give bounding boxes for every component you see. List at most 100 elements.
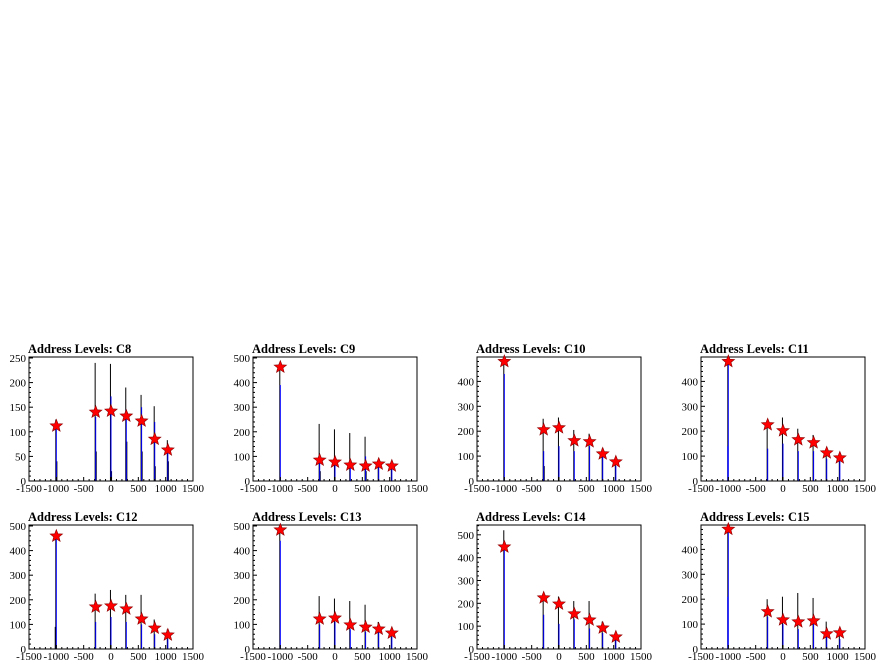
x-tick-label: 500: [130, 651, 147, 663]
x-tick-label: 500: [130, 483, 147, 495]
histogram-panel: Address Levels: C9-1500 -1000 -500 0 500 1000…: [234, 342, 429, 495]
chart-title: Address Levels: C9: [252, 342, 355, 356]
x-tick-label: 500: [354, 483, 371, 495]
y-tick-label: 100: [458, 451, 475, 463]
x-tick-label: -1500: [464, 483, 490, 495]
peak-star-marker: [328, 610, 342, 624]
x-tick-label: -1500: [240, 483, 266, 495]
histogram-panel: Address Levels: C14 -1500 -1000 -500 0 500 100…: [458, 510, 653, 663]
peak-star-marker: [160, 442, 175, 456]
chart-title: Address Levels: C13: [252, 510, 362, 524]
y-tick-label: 300: [234, 570, 251, 582]
x-tick-label: 1000: [827, 483, 850, 495]
peak-star-marker: [595, 620, 610, 634]
peak-star-marker: [776, 423, 790, 437]
x-tick-label: 1000: [603, 483, 626, 495]
peak-star-marker: [49, 528, 64, 543]
peak-star-marker: [497, 354, 512, 368]
y-tick-label: 200: [234, 427, 251, 439]
y-tick-label: 0: [21, 476, 27, 488]
x-tick-label: 0: [780, 651, 786, 663]
peak-star-marker: [567, 606, 582, 620]
peak-star-marker: [760, 604, 775, 618]
x-tick-label: 1000: [155, 483, 178, 495]
y-tick-label: 400: [682, 376, 699, 388]
y-tick-label: 0: [469, 644, 475, 656]
plot-frame: [700, 524, 866, 650]
y-tick-label: 400: [234, 546, 251, 558]
y-tick-label: 500: [10, 521, 27, 533]
plot-frame: [476, 524, 642, 650]
plot-frame: [252, 356, 418, 482]
x-tick-label: -500: [746, 483, 767, 495]
peak-star-marker: [536, 422, 551, 436]
y-tick-label: 100: [10, 619, 27, 631]
peak-star-marker: [608, 454, 623, 468]
peak-star-marker: [147, 431, 162, 446]
peak-star-marker: [160, 627, 175, 641]
y-tick-label: 100: [10, 427, 27, 439]
y-tick-label: 300: [10, 570, 27, 582]
x-tick-label: -1000: [491, 483, 517, 495]
peak-star-marker: [721, 354, 736, 368]
chart-title: Address Levels: C8: [28, 342, 131, 356]
y-tick-label: 300: [234, 402, 251, 414]
y-tick-label: 200: [10, 378, 27, 390]
peak-star-marker: [147, 620, 162, 635]
x-tick-label: 500: [354, 651, 371, 663]
peak-star-marker: [371, 456, 386, 470]
y-tick-label: 400: [10, 546, 27, 558]
peak-star-marker: [819, 445, 834, 459]
peak-star-marker: [497, 539, 512, 553]
plot-frame: [252, 524, 418, 650]
x-tick-label: 1000: [379, 483, 402, 495]
peak-star-marker: [358, 619, 373, 634]
peak-star-marker: [806, 435, 821, 449]
peak-star-marker: [273, 359, 288, 374]
y-tick-label: 50: [15, 451, 27, 463]
peak-star-marker: [582, 434, 597, 448]
y-tick-label: 0: [693, 644, 699, 656]
peak-star-marker: [384, 625, 399, 639]
peak-star-marker: [134, 413, 149, 427]
x-tick-label: -1500: [16, 651, 42, 663]
x-tick-label: 500: [802, 651, 819, 663]
y-tick-label: 200: [682, 426, 699, 438]
y-tick-label: 200: [10, 595, 27, 607]
x-tick-label: -1000: [43, 483, 69, 495]
histogram-panel: Address Levels: C12 -1500 -1000 -500 0 500 100…: [10, 510, 205, 663]
x-tick-label: -500: [74, 651, 95, 663]
x-tick-label: -1500: [240, 651, 266, 663]
y-tick-label: 400: [458, 376, 475, 388]
histogram-panel: Address Levels: C8-1500 -1000 -500 0 500 1000…: [10, 342, 205, 495]
histogram-panel: Address Levels: C10 -1500 -1000 -500 0 500 100…: [458, 342, 653, 495]
peak-star-marker: [119, 408, 134, 422]
histogram-panel: Address Levels: C15 -1500 -1000 -500 0 500 100…: [682, 510, 877, 663]
peak-star-marker: [312, 611, 327, 625]
histogram-panel: Address Levels: C11 -1500 -1000 -500 0 500 100…: [682, 342, 877, 495]
peak-star-marker: [371, 621, 386, 636]
peak-star-marker: [49, 418, 64, 432]
x-tick-label: 1500: [406, 651, 429, 663]
x-tick-label: -1500: [688, 651, 714, 663]
x-tick-label: -1500: [688, 483, 714, 495]
peak-star-marker: [104, 403, 118, 418]
y-tick-label: 500: [458, 530, 475, 542]
y-tick-label: 0: [469, 476, 475, 488]
peak-star-marker: [134, 611, 149, 625]
peak-star-marker: [384, 458, 399, 472]
x-tick-label: 1500: [630, 483, 653, 495]
y-tick-label: 200: [234, 595, 251, 607]
peak-star-marker: [582, 612, 597, 626]
x-tick-label: -500: [746, 651, 767, 663]
x-tick-label: 1500: [182, 651, 205, 663]
x-tick-label: 0: [556, 483, 562, 495]
x-tick-label: 500: [578, 483, 595, 495]
y-tick-label: 100: [682, 619, 699, 631]
x-tick-label: -500: [298, 483, 319, 495]
x-tick-label: 0: [108, 651, 114, 663]
peak-star-marker: [119, 601, 134, 615]
plot-frame: [476, 356, 642, 482]
x-tick-label: -1000: [491, 651, 517, 663]
